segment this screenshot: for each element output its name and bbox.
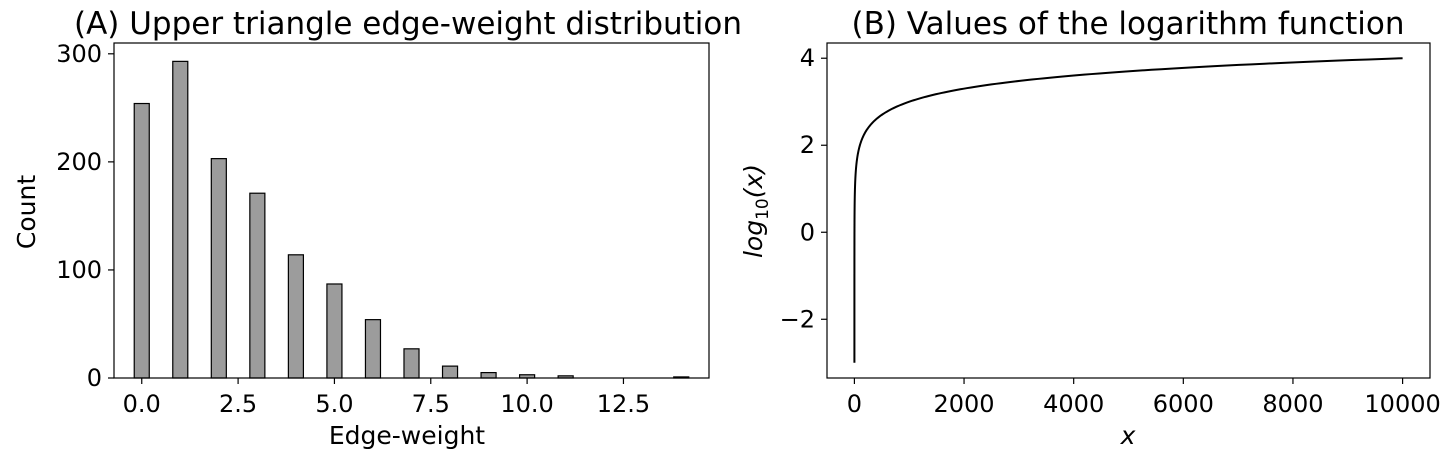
x-tick-label: 7.5 [412, 390, 450, 418]
x-tick-label: 12.5 [597, 390, 650, 418]
bar [403, 348, 420, 379]
panel-b-x-axis-label: x [1120, 421, 1136, 450]
x-tick-label: 8000 [1262, 390, 1323, 418]
x-tick-label: 10.0 [500, 390, 553, 418]
x-tick-label: 6000 [1153, 390, 1214, 418]
panel-b-y-label-main: log [739, 220, 768, 258]
panel-b-y-axis-label: log10(x) [739, 164, 773, 258]
panel-a-title: (A) Upper triangle edge-weight distribut… [74, 6, 742, 42]
y-tick-label: 100 [56, 256, 102, 284]
y-tick-label: 300 [56, 40, 102, 68]
panel-a-x-axis-label: Edge-weight [329, 421, 485, 450]
x-tick-label: 0.0 [123, 390, 161, 418]
bar [249, 192, 266, 379]
y-tick-label: 0 [800, 218, 815, 246]
y-tick-label: −2 [780, 305, 815, 333]
panel-a-ticks: 0.0 2.5 5.0 7.5 10.0 12.5 0 100 200 300 [56, 40, 650, 418]
y-tick-label: 200 [56, 148, 102, 176]
panel-b-ticks: 0 2000 4000 6000 8000 10000 −2 0 2 4 [780, 44, 1441, 418]
bar [441, 365, 459, 379]
panel-b-log-curve [853, 57, 1403, 363]
bar [480, 371, 497, 379]
panel-a-axes-frame [113, 42, 710, 379]
panel-b-y-label-tail: (x) [739, 164, 768, 198]
panel-b-axes-frame [826, 42, 1431, 379]
bar [287, 254, 305, 379]
y-tick-label: 0 [87, 364, 102, 392]
y-tick-label: 2 [800, 131, 815, 159]
y-tick-label: 4 [800, 44, 815, 72]
panel-b-y-label-subscript: 10 [753, 198, 773, 220]
panel-b-title: (B) Values of the logarithm function [851, 6, 1404, 42]
x-tick-label: 10000 [1364, 390, 1440, 418]
x-tick-label: 2.5 [219, 390, 257, 418]
x-tick-label: 5.0 [315, 390, 353, 418]
x-tick-label: 4000 [1043, 390, 1104, 418]
panel-a-bars [133, 60, 690, 379]
bar [133, 102, 150, 379]
panel-a-histogram: (A) Upper triangle edge-weight distribut… [12, 6, 742, 450]
bar [172, 60, 189, 379]
x-tick-label: 0 [847, 390, 862, 418]
bar [210, 158, 227, 379]
panel-a-y-axis-label: Count [12, 175, 41, 249]
bar [364, 319, 382, 379]
x-tick-label: 2000 [934, 390, 995, 418]
bar [326, 283, 343, 379]
panel-b-line-plot: (B) Values of the logarithm function 0 20… [739, 6, 1441, 450]
